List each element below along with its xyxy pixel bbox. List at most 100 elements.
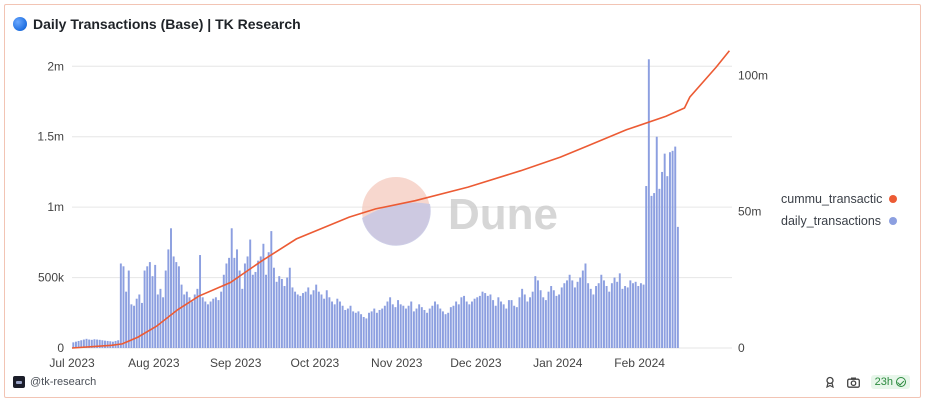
bar — [243, 263, 246, 348]
bar — [331, 301, 334, 348]
bar — [587, 283, 590, 348]
star-badge-icon[interactable] — [823, 375, 837, 389]
bar — [500, 301, 502, 348]
bar — [106, 340, 109, 348]
bar — [476, 297, 479, 348]
legend-label: cummu_transactic — [781, 192, 883, 206]
bar — [138, 294, 141, 348]
watermark-text: Dune — [448, 190, 558, 239]
bar — [191, 301, 194, 348]
bar — [539, 290, 542, 348]
bar — [463, 295, 466, 348]
bar — [283, 286, 286, 348]
bar — [373, 308, 376, 348]
bar — [412, 311, 415, 348]
bar — [650, 195, 653, 348]
bar — [581, 270, 584, 348]
bar — [148, 262, 151, 348]
bar — [254, 271, 257, 348]
bar — [209, 301, 212, 348]
bar — [246, 256, 249, 348]
bar — [576, 281, 579, 348]
legend-dot-icon — [889, 195, 897, 203]
bar — [333, 304, 336, 348]
bar — [133, 305, 136, 348]
x-tick-label: Jul 2023 — [49, 356, 95, 370]
bar — [550, 286, 553, 348]
bar — [552, 290, 555, 348]
bar — [90, 339, 93, 348]
bar — [616, 281, 619, 348]
refresh-age: 23h — [874, 376, 893, 388]
bar — [447, 312, 450, 348]
bar — [484, 293, 487, 348]
bar — [170, 228, 172, 348]
check-circle-icon — [896, 377, 906, 387]
bar — [146, 266, 149, 348]
bar — [510, 300, 513, 348]
bar — [74, 341, 77, 348]
bar — [624, 286, 627, 348]
footer-actions: 23h — [823, 375, 910, 389]
legend: cummu_transactic daily_transactions — [781, 188, 911, 232]
bar — [249, 239, 252, 348]
bar — [101, 340, 104, 348]
bar — [354, 312, 357, 348]
bar — [547, 291, 550, 348]
bar — [676, 226, 679, 348]
bar — [455, 301, 458, 348]
x-tick-label: Sep 2023 — [210, 356, 262, 370]
refresh-status-badge[interactable]: 23h — [870, 375, 910, 389]
bar — [127, 270, 130, 348]
bar — [394, 307, 397, 348]
bar — [291, 287, 294, 348]
bar — [629, 280, 632, 348]
bar — [515, 307, 518, 348]
bar — [230, 228, 233, 348]
bar — [199, 255, 202, 348]
bar — [639, 283, 642, 348]
bar — [579, 277, 582, 348]
y-tick-label: 0 — [57, 341, 64, 355]
bar — [642, 284, 645, 348]
bar — [592, 294, 595, 348]
bar — [341, 305, 344, 348]
bar — [542, 297, 545, 348]
bar — [159, 288, 162, 348]
x-tick-label: Aug 2023 — [128, 356, 180, 370]
x-tick-label: Jan 2024 — [533, 356, 583, 370]
bar — [346, 308, 349, 348]
bar — [558, 294, 561, 348]
bar — [288, 267, 291, 348]
bar — [357, 311, 360, 348]
bar — [426, 312, 429, 348]
camera-icon[interactable] — [847, 375, 861, 389]
bar — [162, 297, 165, 348]
bar — [193, 294, 196, 348]
bar — [597, 283, 600, 348]
y2-tick-label: 50m — [738, 205, 761, 219]
bar — [505, 308, 508, 348]
bar — [389, 297, 392, 348]
bar — [368, 312, 370, 348]
bar — [534, 276, 537, 348]
bar — [236, 249, 238, 348]
bar — [196, 288, 199, 348]
bar — [304, 291, 307, 348]
footer-author[interactable]: @tk-research — [13, 376, 96, 388]
bar — [104, 340, 106, 348]
bar — [267, 252, 270, 348]
bar — [323, 298, 326, 348]
bar — [328, 297, 331, 348]
bar — [278, 276, 281, 348]
bar — [423, 309, 426, 348]
legend-item-cummu-transactions[interactable]: cummu_transactic — [781, 188, 911, 210]
bar — [93, 339, 96, 348]
legend-item-daily-transactions[interactable]: daily_transactions — [781, 210, 911, 232]
bar — [204, 301, 207, 348]
chart-header: Daily Transactions (Base) | TK Research — [13, 14, 301, 34]
bar — [402, 305, 405, 348]
bar — [473, 298, 476, 348]
bar — [77, 340, 80, 348]
bar — [529, 297, 532, 348]
